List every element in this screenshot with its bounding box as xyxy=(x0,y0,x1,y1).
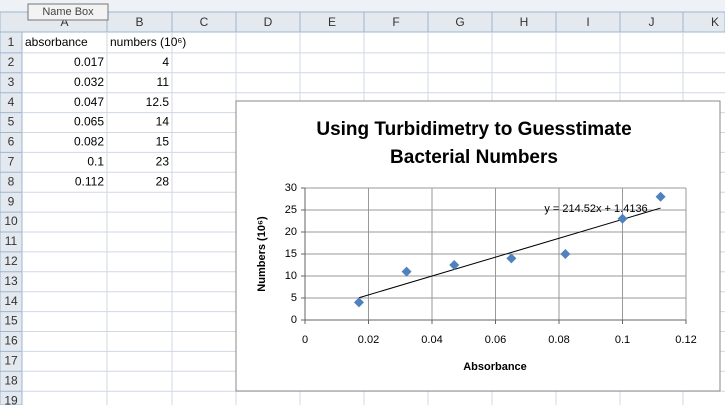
column-header[interactable]: F xyxy=(392,15,399,29)
data-point xyxy=(655,191,666,202)
column-header[interactable]: K xyxy=(711,15,719,29)
row-number[interactable]: 11 xyxy=(5,234,18,248)
cell[interactable]: 14 xyxy=(156,115,170,129)
column-header[interactable]: I xyxy=(586,15,589,29)
x-tick-label: 0.08 xyxy=(548,334,569,346)
chart: Using Turbidimetry to Guesstimate Bacteri… xyxy=(235,100,721,392)
cell[interactable]: 23 xyxy=(156,155,170,169)
cell[interactable]: 0.047 xyxy=(74,95,104,109)
cell[interactable]: 0.065 xyxy=(74,115,104,129)
row-number[interactable]: 3 xyxy=(8,75,15,89)
trendline xyxy=(358,207,661,299)
column-header[interactable]: E xyxy=(328,15,336,29)
cell[interactable]: 0.032 xyxy=(74,75,104,89)
row-number[interactable]: 7 xyxy=(8,155,15,169)
row-number[interactable]: 13 xyxy=(4,274,18,288)
data-point xyxy=(617,213,628,224)
title-line: Bacterial Numbers xyxy=(390,147,558,168)
row-number[interactable]: 1 xyxy=(8,35,15,49)
cell[interactable]: 11 xyxy=(157,75,170,89)
row-number[interactable]: 16 xyxy=(4,334,18,348)
cell[interactable]: absorbance xyxy=(25,35,88,49)
x-tick-label: 0 xyxy=(302,334,308,346)
tooltip-text: Name Box xyxy=(42,6,94,18)
tooltip-box xyxy=(27,3,109,21)
y-tick-label: 10 xyxy=(285,270,297,282)
row-number[interactable]: 18 xyxy=(4,373,18,387)
trendline-equation: y = 214.52x + 1.4136 xyxy=(544,203,647,215)
column-header[interactable]: B xyxy=(135,15,143,29)
chart-title: Using Turbidimetry to Guesstimate Bacteri… xyxy=(316,119,631,168)
column-header-band xyxy=(0,11,725,33)
row-number[interactable]: 4 xyxy=(8,95,15,109)
data-point xyxy=(560,249,571,259)
column-header[interactable]: D xyxy=(264,15,273,29)
data-point xyxy=(449,260,460,270)
cell[interactable]: 0.017 xyxy=(74,55,104,69)
y-tick-label: 25 xyxy=(285,204,297,216)
column-header[interactable]: H xyxy=(520,15,529,29)
cell[interactable]: 12.5 xyxy=(146,95,170,109)
cell[interactable]: 28 xyxy=(156,174,170,188)
x-tick-label: 0.1 xyxy=(615,334,630,346)
row-number[interactable]: 5 xyxy=(8,115,15,129)
row-number[interactable]: 8 xyxy=(8,174,15,188)
data-point xyxy=(353,297,364,308)
x-tick-label: 0.04 xyxy=(421,334,442,346)
cell[interactable]: 0.112 xyxy=(75,174,104,188)
row-number[interactable]: 10 xyxy=(4,214,18,228)
x-tick-label: 0.12 xyxy=(675,334,696,346)
row-number[interactable]: 6 xyxy=(8,135,15,149)
title-line: Using Turbidimetry to Guesstimate xyxy=(316,119,631,140)
y-axis-title: Numbers (10⁶) xyxy=(256,216,268,292)
row-number[interactable]: 14 xyxy=(4,294,18,308)
cell[interactable]: 15 xyxy=(156,135,170,149)
column-header[interactable]: C xyxy=(200,15,209,29)
y-tick-label: 20 xyxy=(285,226,297,238)
cell[interactable]: 0.082 xyxy=(74,135,104,149)
cell[interactable]: numbers (10⁶) xyxy=(110,35,186,49)
row-number[interactable]: 17 xyxy=(4,354,18,368)
y-tick-label: 0 xyxy=(291,314,297,326)
row-number[interactable]: 9 xyxy=(8,194,15,208)
column-header[interactable]: A xyxy=(60,15,68,29)
x-axis-title: Absorbance xyxy=(463,361,527,373)
column-header[interactable]: G xyxy=(455,15,464,29)
row-number[interactable]: 19 xyxy=(4,393,18,405)
data-point xyxy=(506,253,517,264)
cell[interactable]: 4 xyxy=(162,55,169,69)
row-number[interactable]: 12 xyxy=(4,254,18,268)
cell[interactable]: 0.1 xyxy=(87,155,104,169)
formula-bar-edge xyxy=(0,0,725,12)
chart-area[interactable] xyxy=(235,100,721,392)
column-header[interactable]: J xyxy=(649,15,655,29)
y-tick-label: 30 xyxy=(285,182,297,194)
y-tick-label: 5 xyxy=(291,292,297,304)
x-tick-label: 0.02 xyxy=(358,334,379,346)
data-point xyxy=(401,266,412,277)
x-tick-label: 0.06 xyxy=(485,334,506,346)
y-tick-label: 15 xyxy=(285,248,297,260)
row-number[interactable]: 15 xyxy=(4,314,18,328)
row-number[interactable]: 2 xyxy=(8,55,15,69)
